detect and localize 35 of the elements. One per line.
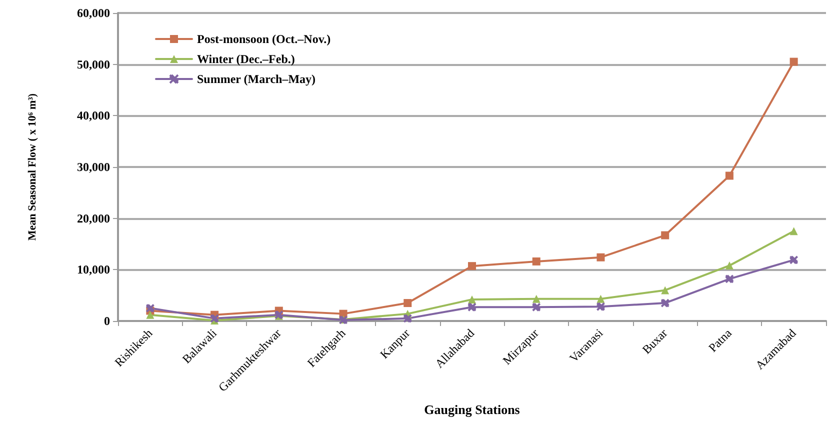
- point: [210, 314, 220, 323]
- point: [661, 286, 670, 294]
- point: [596, 253, 605, 262]
- point: [725, 172, 734, 180]
- point: [146, 304, 155, 313]
- y-tick-label: 0: [104, 314, 110, 328]
- y-tick-label: 20,000: [77, 211, 110, 226]
- point: [468, 262, 476, 270]
- point: [532, 302, 541, 312]
- point: [532, 257, 540, 266]
- point: [660, 298, 670, 308]
- y-tick-label: 40,000: [77, 108, 110, 123]
- legend-label: Post-monsoon (Oct.–Nov.): [197, 32, 331, 46]
- point: [596, 294, 605, 303]
- legend-label: Winter (Dec.–Feb.): [197, 52, 295, 66]
- y-tick-label: 50,000: [77, 57, 110, 72]
- legend-label: Summer (March–May): [197, 72, 316, 86]
- point: [468, 302, 476, 312]
- point: [724, 274, 734, 284]
- point: [790, 227, 798, 236]
- y-axis-title: Mean Seasonal Flow ( x 10⁶ m³): [26, 93, 38, 241]
- point: [532, 294, 540, 303]
- point: [596, 302, 606, 312]
- point: [468, 295, 476, 304]
- point: [403, 314, 412, 323]
- point: [146, 310, 154, 319]
- point: [790, 58, 798, 66]
- point: [725, 262, 734, 270]
- point: [661, 231, 670, 240]
- y-tick-label: 10,000: [77, 262, 110, 277]
- point: [404, 299, 412, 308]
- x-axis-title: Gauging Stations: [424, 402, 520, 417]
- point: [789, 255, 798, 264]
- y-tick-label: 30,000: [77, 160, 110, 174]
- y-tick-label: 60,000: [77, 6, 110, 20]
